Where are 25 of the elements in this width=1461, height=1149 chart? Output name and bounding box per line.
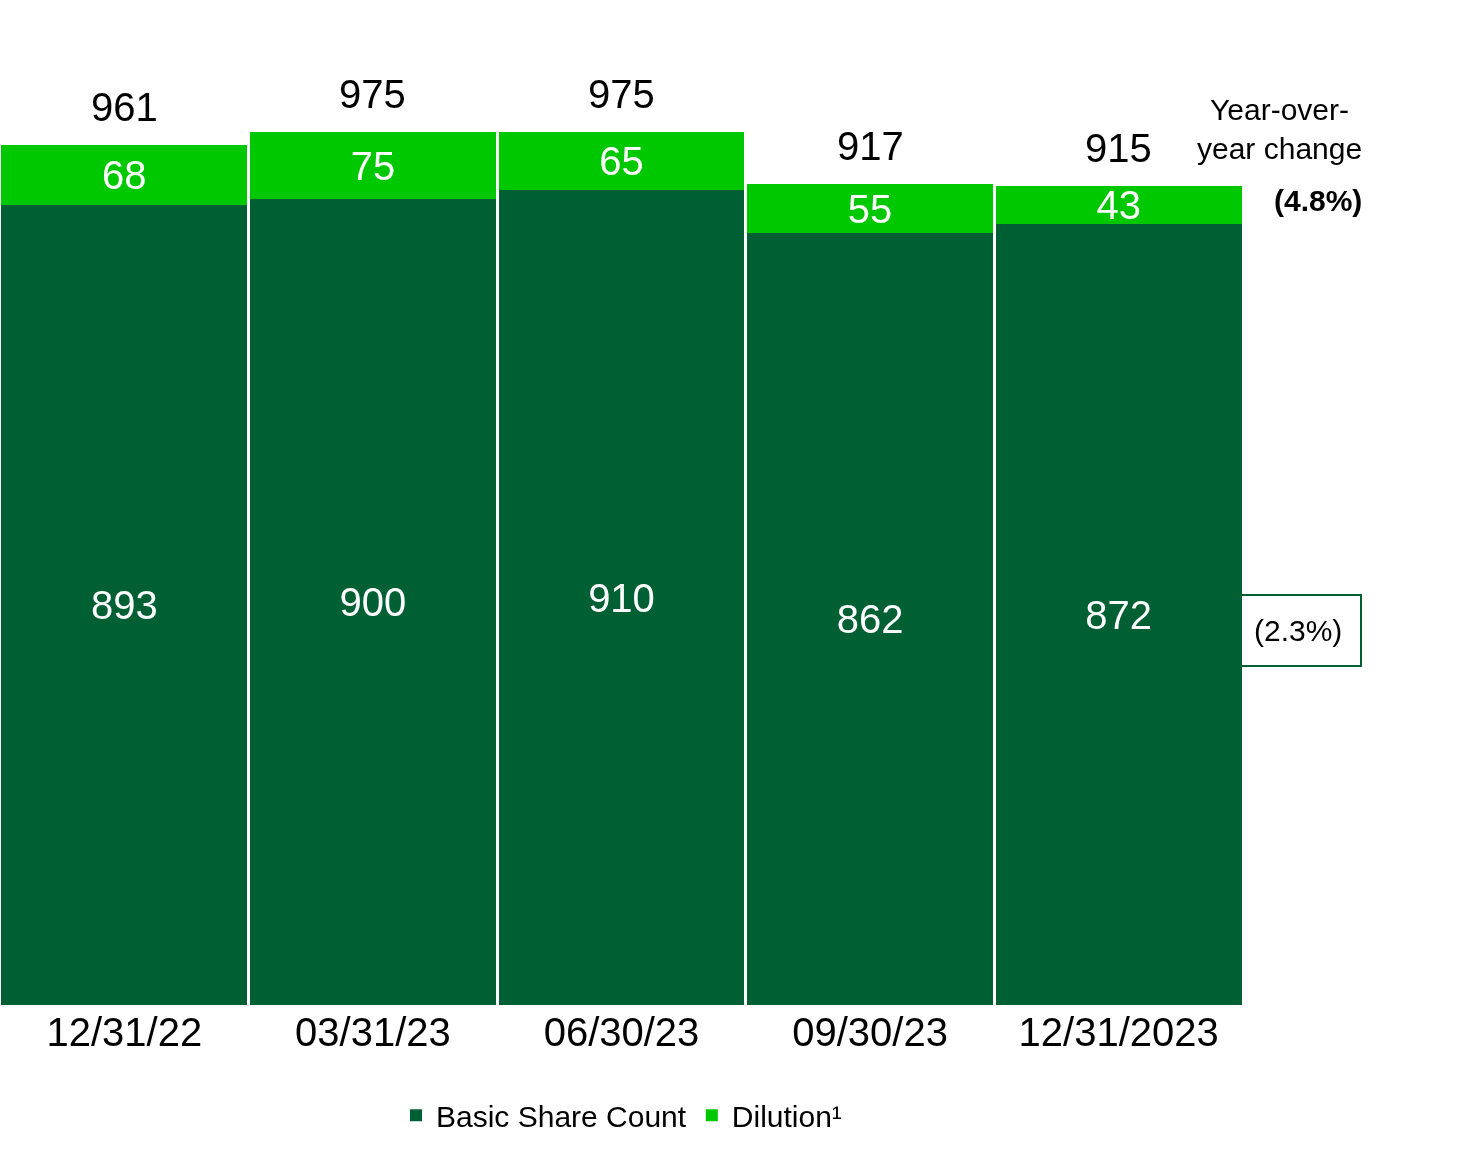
- legend-label: Basic Share Count: [436, 1099, 687, 1133]
- text: (4.8%): [1274, 184, 1363, 217]
- text: (2.3%): [1254, 614, 1343, 647]
- x-tick-label: 12/31/2023: [1018, 1010, 1219, 1054]
- total-label: 975: [588, 72, 655, 116]
- data-label: 910: [588, 575, 655, 620]
- x-tick-label: 09/30/23: [792, 1010, 948, 1054]
- x-tick-label: 12/31/22: [46, 1010, 203, 1054]
- data-label: 68: [102, 152, 147, 197]
- data-label: 862: [836, 597, 904, 642]
- data-label: 75: [350, 143, 396, 188]
- total-label: 961: [91, 85, 158, 129]
- data-label: 43: [1096, 182, 1141, 227]
- x-tick-label: 06/30/23: [543, 1010, 700, 1054]
- total-label: 917: [837, 124, 904, 168]
- annotation: Year-over-year change: [1197, 93, 1363, 165]
- data-label: 55: [847, 186, 893, 231]
- data-label: 872: [1085, 592, 1153, 637]
- data-label: 900: [339, 580, 407, 625]
- total-label: 915: [1085, 126, 1152, 170]
- data-label: 65: [599, 139, 644, 184]
- total-label: 975: [339, 72, 406, 116]
- data-label: 893: [90, 583, 158, 628]
- x-tick-label: 03/31/23: [295, 1010, 451, 1054]
- legend-label: Dilution¹: [731, 1099, 842, 1133]
